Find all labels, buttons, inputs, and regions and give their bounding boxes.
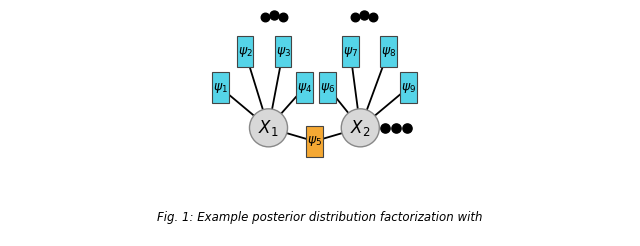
FancyBboxPatch shape (380, 36, 397, 67)
Circle shape (250, 109, 287, 147)
Point (269, 13, 279, 17)
Text: $\psi_5$: $\psi_5$ (307, 134, 322, 148)
Text: Fig. 1: Example posterior distribution factorization with: Fig. 1: Example posterior distribution f… (157, 211, 483, 224)
Point (380, 126, 390, 130)
Point (278, 15, 288, 19)
Text: $\psi_3$: $\psi_3$ (275, 45, 291, 59)
FancyBboxPatch shape (212, 72, 228, 103)
Text: $\psi_6$: $\psi_6$ (320, 80, 335, 94)
Text: $\psi_7$: $\psi_7$ (342, 45, 358, 59)
Text: $\psi_1$: $\psi_1$ (213, 80, 228, 94)
FancyBboxPatch shape (296, 72, 313, 103)
Text: $\psi_4$: $\psi_4$ (297, 80, 312, 94)
FancyBboxPatch shape (237, 36, 253, 67)
Point (349, 15, 360, 19)
Text: $X_1$: $X_1$ (259, 118, 279, 138)
FancyBboxPatch shape (342, 36, 358, 67)
Text: $\psi_8$: $\psi_8$ (381, 45, 396, 59)
FancyBboxPatch shape (275, 36, 291, 67)
Point (358, 13, 369, 17)
FancyBboxPatch shape (400, 72, 417, 103)
Point (402, 126, 412, 130)
Point (391, 126, 401, 130)
Point (367, 15, 378, 19)
FancyBboxPatch shape (306, 125, 323, 157)
Text: $X_2$: $X_2$ (350, 118, 371, 138)
Text: $\psi_9$: $\psi_9$ (401, 80, 416, 94)
Point (260, 15, 270, 19)
Text: $\psi_2$: $\psi_2$ (237, 45, 252, 59)
Circle shape (341, 109, 380, 147)
FancyBboxPatch shape (319, 72, 336, 103)
